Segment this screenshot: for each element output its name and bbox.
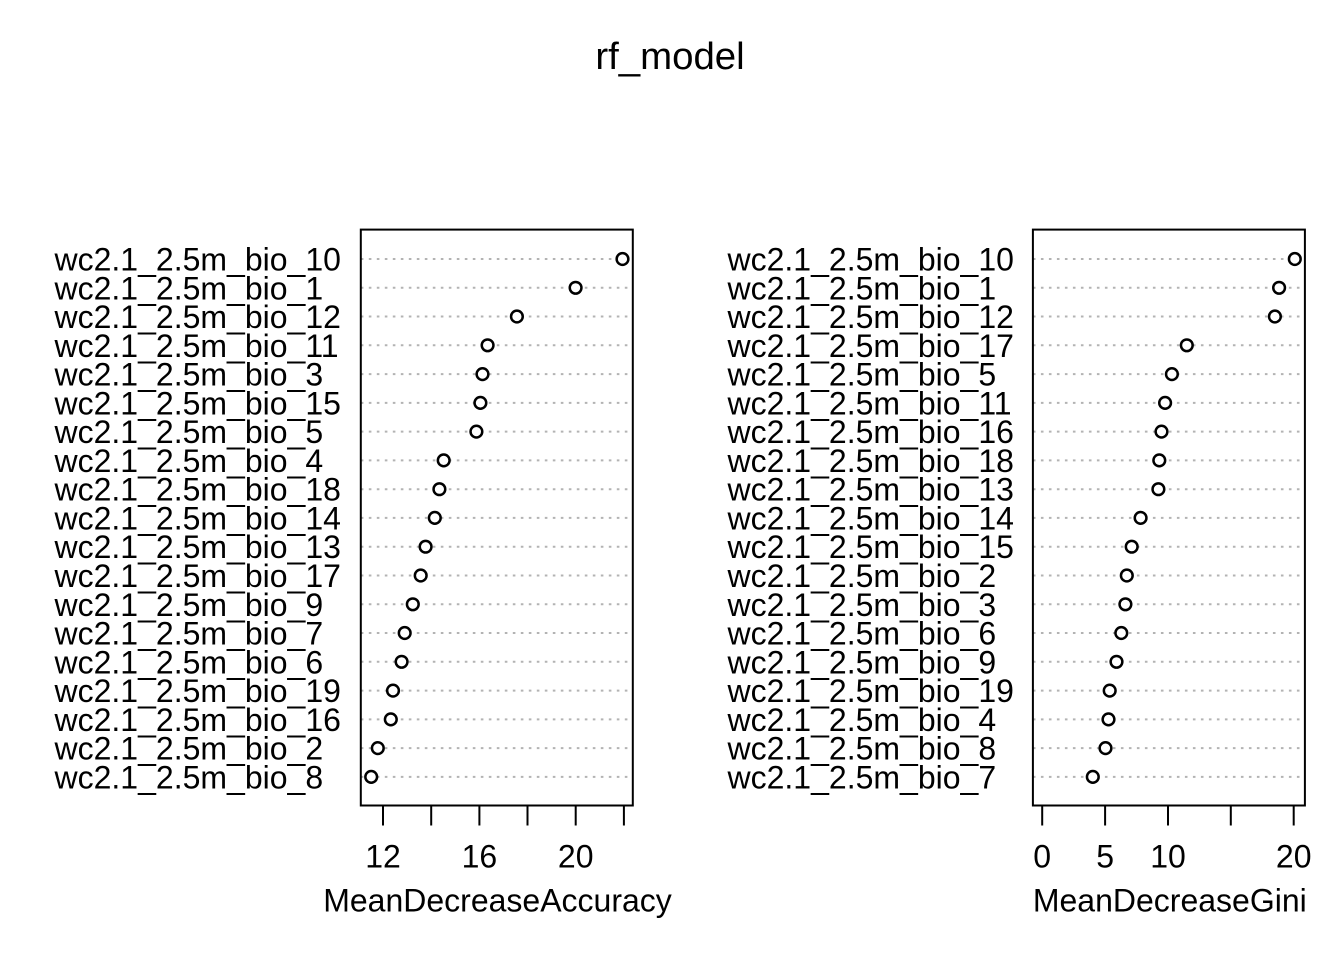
- svg-text:wc2.1_2.5m_bio_5: wc2.1_2.5m_bio_5: [727, 357, 997, 393]
- svg-text:wc2.1_2.5m_bio_12: wc2.1_2.5m_bio_12: [727, 299, 1014, 335]
- svg-text:rf_model: rf_model: [595, 35, 744, 78]
- svg-text:wc2.1_2.5m_bio_14: wc2.1_2.5m_bio_14: [54, 500, 341, 536]
- svg-text:wc2.1_2.5m_bio_17: wc2.1_2.5m_bio_17: [54, 558, 341, 594]
- svg-text:5: 5: [1096, 839, 1114, 875]
- svg-text:wc2.1_2.5m_bio_3: wc2.1_2.5m_bio_3: [727, 587, 997, 623]
- svg-text:wc2.1_2.5m_bio_16: wc2.1_2.5m_bio_16: [727, 414, 1014, 450]
- svg-text:wc2.1_2.5m_bio_19: wc2.1_2.5m_bio_19: [54, 673, 341, 709]
- svg-text:wc2.1_2.5m_bio_10: wc2.1_2.5m_bio_10: [54, 242, 341, 278]
- svg-text:wc2.1_2.5m_bio_18: wc2.1_2.5m_bio_18: [54, 472, 341, 508]
- svg-text:wc2.1_2.5m_bio_8: wc2.1_2.5m_bio_8: [54, 759, 324, 795]
- svg-text:20: 20: [1276, 839, 1312, 875]
- svg-text:wc2.1_2.5m_bio_4: wc2.1_2.5m_bio_4: [727, 702, 997, 738]
- svg-text:wc2.1_2.5m_bio_5: wc2.1_2.5m_bio_5: [54, 414, 324, 450]
- svg-text:wc2.1_2.5m_bio_9: wc2.1_2.5m_bio_9: [727, 644, 997, 680]
- svg-text:wc2.1_2.5m_bio_18: wc2.1_2.5m_bio_18: [727, 443, 1014, 479]
- svg-text:wc2.1_2.5m_bio_19: wc2.1_2.5m_bio_19: [727, 673, 1014, 709]
- svg-text:wc2.1_2.5m_bio_14: wc2.1_2.5m_bio_14: [727, 500, 1014, 536]
- svg-text:MeanDecreaseAccuracy: MeanDecreaseAccuracy: [323, 883, 672, 919]
- svg-text:wc2.1_2.5m_bio_3: wc2.1_2.5m_bio_3: [54, 357, 324, 393]
- svg-text:wc2.1_2.5m_bio_17: wc2.1_2.5m_bio_17: [727, 328, 1014, 364]
- svg-text:MeanDecreaseGini: MeanDecreaseGini: [1033, 883, 1307, 919]
- svg-text:wc2.1_2.5m_bio_4: wc2.1_2.5m_bio_4: [54, 443, 324, 479]
- svg-text:wc2.1_2.5m_bio_11: wc2.1_2.5m_bio_11: [727, 385, 1012, 421]
- svg-text:wc2.1_2.5m_bio_1: wc2.1_2.5m_bio_1: [727, 270, 997, 306]
- svg-text:wc2.1_2.5m_bio_1: wc2.1_2.5m_bio_1: [54, 270, 324, 306]
- svg-text:wc2.1_2.5m_bio_13: wc2.1_2.5m_bio_13: [727, 472, 1014, 508]
- svg-text:wc2.1_2.5m_bio_2: wc2.1_2.5m_bio_2: [727, 558, 997, 594]
- svg-text:wc2.1_2.5m_bio_16: wc2.1_2.5m_bio_16: [54, 702, 341, 738]
- svg-text:wc2.1_2.5m_bio_13: wc2.1_2.5m_bio_13: [54, 529, 341, 565]
- svg-text:wc2.1_2.5m_bio_7: wc2.1_2.5m_bio_7: [727, 759, 997, 795]
- svg-text:wc2.1_2.5m_bio_6: wc2.1_2.5m_bio_6: [727, 616, 997, 652]
- svg-text:wc2.1_2.5m_bio_12: wc2.1_2.5m_bio_12: [54, 299, 341, 335]
- svg-text:wc2.1_2.5m_bio_15: wc2.1_2.5m_bio_15: [727, 529, 1014, 565]
- svg-text:wc2.1_2.5m_bio_6: wc2.1_2.5m_bio_6: [54, 644, 324, 680]
- svg-text:16: 16: [462, 839, 498, 875]
- svg-text:wc2.1_2.5m_bio_10: wc2.1_2.5m_bio_10: [727, 242, 1014, 278]
- svg-text:10: 10: [1150, 839, 1186, 875]
- svg-text:wc2.1_2.5m_bio_11: wc2.1_2.5m_bio_11: [54, 328, 339, 364]
- svg-text:wc2.1_2.5m_bio_9: wc2.1_2.5m_bio_9: [54, 587, 324, 623]
- svg-text:wc2.1_2.5m_bio_8: wc2.1_2.5m_bio_8: [727, 731, 997, 767]
- svg-text:0: 0: [1033, 839, 1051, 875]
- svg-text:wc2.1_2.5m_bio_2: wc2.1_2.5m_bio_2: [54, 731, 324, 767]
- svg-text:wc2.1_2.5m_bio_7: wc2.1_2.5m_bio_7: [54, 616, 324, 652]
- svg-text:12: 12: [365, 839, 401, 875]
- svg-text:20: 20: [558, 839, 594, 875]
- svg-text:wc2.1_2.5m_bio_15: wc2.1_2.5m_bio_15: [54, 385, 341, 421]
